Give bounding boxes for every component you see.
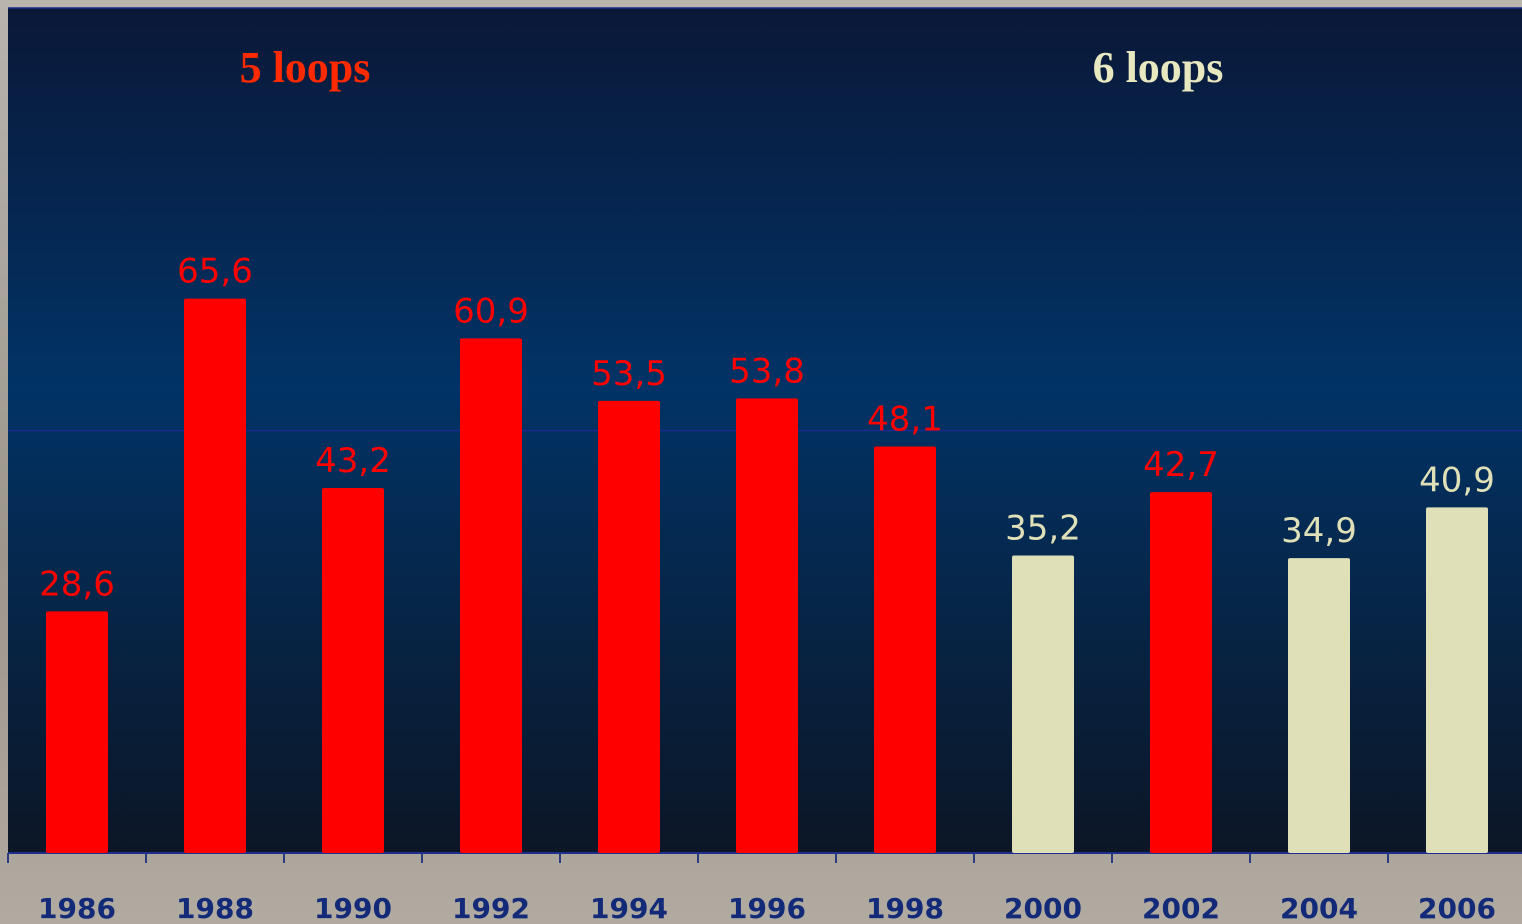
annotation: 5 loops (240, 43, 371, 92)
value-label: 43,2 (315, 441, 391, 481)
value-label: 48,1 (867, 400, 943, 440)
bar (1288, 558, 1350, 853)
bar (1426, 507, 1488, 853)
chart: 5 loops 6 loops 1986 28,6 1988 65,6 1990 43,2 19… (0, 0, 1522, 924)
bar (1012, 556, 1074, 853)
bar (184, 299, 246, 853)
x-tick-label: 1992 (452, 892, 530, 924)
x-tick-label: 2000 (1004, 892, 1082, 924)
value-label: 42,7 (1143, 445, 1219, 485)
bar (1150, 492, 1212, 853)
x-tick-label: 1994 (590, 892, 668, 924)
bar (736, 398, 798, 853)
x-tick-label: 2002 (1142, 892, 1220, 924)
value-label: 53,8 (729, 351, 805, 391)
value-label: 40,9 (1419, 460, 1495, 500)
bar (598, 401, 660, 853)
value-label: 34,9 (1281, 511, 1357, 551)
x-tick-label: 1990 (314, 892, 392, 924)
value-label: 28,6 (39, 564, 115, 604)
value-label: 35,2 (1005, 509, 1081, 549)
x-tick-label: 1986 (38, 892, 116, 924)
annotation: 6 loops (1093, 43, 1224, 92)
value-label: 53,5 (591, 354, 667, 394)
bar (322, 488, 384, 853)
bar (46, 611, 108, 853)
bar (874, 447, 936, 853)
value-label: 60,9 (453, 291, 529, 331)
x-tick-label: 1988 (176, 892, 254, 924)
x-tick-label: 2006 (1418, 892, 1496, 924)
x-tick-label: 1996 (728, 892, 806, 924)
value-label: 65,6 (177, 252, 253, 292)
x-tick-label: 2004 (1280, 892, 1358, 924)
bar (460, 338, 522, 853)
x-tick-label: 1998 (866, 892, 944, 924)
